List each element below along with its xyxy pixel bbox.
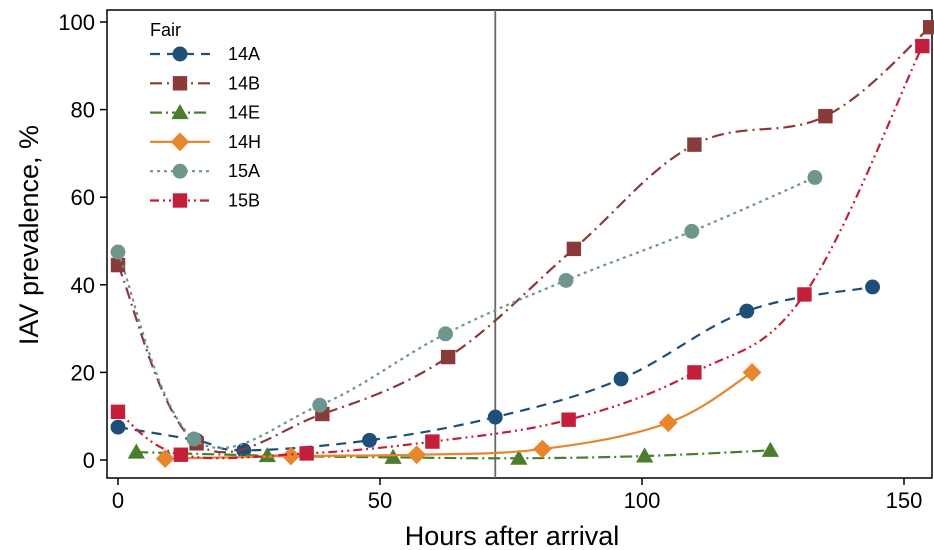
legend-label-14H: 14H [228,132,261,152]
plot-frame [106,9,933,479]
data-point-15A [558,272,574,288]
y-tick-label: 20 [71,360,95,385]
y-axis-title: IAV prevalence, % [14,125,44,345]
y-tick-label: 40 [71,273,95,298]
data-point-14B [440,349,456,365]
data-point-15B [299,446,314,461]
legend-label-15A: 15A [228,161,260,181]
data-point-15B [173,447,189,462]
data-point-14B [110,257,126,273]
y-tick-label: 100 [58,10,95,35]
x-tick-label: 50 [368,488,392,513]
data-point-15B [425,434,440,449]
series-15B [110,38,930,462]
data-point-15A [684,223,700,239]
data-point-15B [561,412,576,427]
legend-item-15B: 15B [150,191,260,211]
x-tick-label: 150 [886,488,923,513]
legend-marker-14B [172,76,188,91]
legend-marker-14A [172,46,188,62]
data-point-15A [110,244,126,260]
legend-item-15A: 15A [150,161,260,181]
data-point-14A [110,419,126,435]
data-point-14H [658,413,678,433]
data-point-14H [742,363,762,382]
series-15A [110,170,823,450]
legend-item-14H: 14H [150,132,261,152]
axes: 0 50 100 150 0 20 40 60 80 100 [58,10,922,513]
legend-item-14A: 14A [150,44,260,64]
data-point-14E [635,447,654,463]
data-point-15B [915,38,930,54]
series-layer [110,20,934,469]
legend-item-14B: 14B [150,73,260,93]
data-point-15B [110,404,126,420]
data-point-14E [258,446,276,463]
data-point-14H [533,439,552,459]
y-tick-label: 0 [83,448,95,473]
x-tick-label: 100 [624,488,661,513]
data-point-14B [566,241,582,257]
data-point-14E [761,441,780,457]
legend-marker-14H [170,132,190,152]
series-line-14H [165,371,753,460]
legend: Fair 14A 14B 14E 14H 15A 15B [150,20,261,211]
series-14A [110,279,880,458]
series-line-15A [116,176,816,450]
legend-label-14B: 14B [228,73,260,93]
legend-marker-14E [171,103,189,120]
data-point-14B [687,137,702,152]
legend-title: Fair [150,20,181,40]
x-tick-label: 0 [112,488,124,513]
data-point-14H [155,449,175,469]
data-point-14B [923,20,934,35]
data-point-15A [807,170,823,185]
data-point-14A [613,371,629,387]
data-point-14A [362,432,377,448]
y-tick-label: 60 [71,185,95,210]
data-point-14E [510,449,528,465]
legend-marker-15A [172,163,188,179]
legend-marker-15B [172,193,188,208]
legend-label-14E: 14E [228,103,260,123]
legend-label-15B: 15B [228,191,260,211]
data-point-15B [687,365,702,380]
data-point-14H [281,446,301,466]
series-14H [155,363,762,469]
x-axis-title: Hours after arrival [405,521,620,550]
data-point-15A [312,397,328,413]
data-point-14A [865,279,880,295]
y-tick-label: 80 [71,98,95,123]
data-point-14B [818,108,833,124]
plot-area [106,9,933,479]
data-point-14E [127,443,145,459]
series-14E [127,441,780,465]
data-point-14A [739,303,755,319]
legend-label-14A: 14A [228,44,260,64]
data-point-14H [407,445,427,465]
legend-item-14E: 14E [150,103,260,123]
series-line-15B [117,45,924,460]
data-point-14A [487,409,503,425]
data-point-15B [797,287,812,302]
series-line-14E [136,449,771,460]
data-point-15A [186,431,202,447]
data-point-15A [438,326,453,342]
